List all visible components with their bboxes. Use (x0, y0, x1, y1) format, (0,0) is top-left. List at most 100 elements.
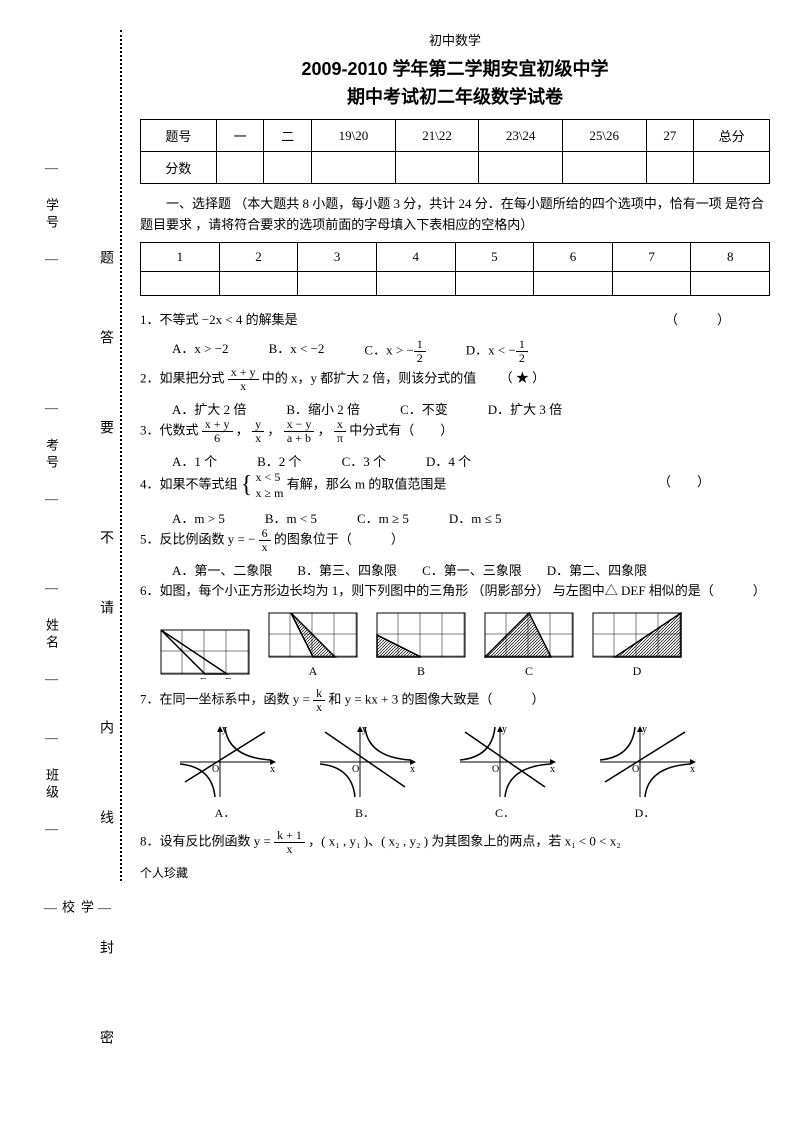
svg-text:y: y (222, 724, 227, 735)
q7-graph-d: y x O D． (590, 722, 700, 821)
score-cell (395, 152, 479, 184)
svg-text:x: x (410, 764, 415, 775)
svg-text:y: y (502, 724, 507, 735)
graph-d-svg: y x O (590, 722, 700, 802)
grid-reference-svg: D E F (160, 629, 250, 679)
answer-num: 6 (534, 242, 613, 271)
q6-grid-a: A (268, 612, 358, 679)
q3-opt-b: B．2 个 (257, 451, 301, 470)
q2-opt-b: B．缩小 2 倍 (286, 399, 360, 418)
question-5: 5．反比例函数 y = − 6x 的图象位于（ ） (140, 527, 770, 554)
answer-cell (455, 271, 534, 295)
seal-word-xian: 线 (95, 810, 115, 824)
seal-word-ti: 题 (95, 250, 115, 264)
score-col-label: 题号 (141, 120, 217, 152)
answer-table: 1 2 3 4 5 6 7 8 (140, 242, 770, 296)
svg-text:O: O (632, 764, 639, 775)
q3-options: A．1 个 B．2 个 C．3 个 D．4 个 (140, 451, 770, 470)
score-cell (646, 152, 694, 184)
q6-grids: D E F A B C (160, 612, 770, 679)
q4-opt-a: A．m > 5 (172, 508, 225, 527)
graph-b-svg: y x O (310, 722, 420, 802)
answer-num-row: 1 2 3 4 5 6 7 8 (141, 242, 770, 271)
q3-frac-2: yx (252, 418, 264, 445)
graph-c-svg: y x O (450, 722, 560, 802)
q1-opt-a: A．x > −2 (172, 338, 229, 365)
seal-word-feng: 封 (95, 940, 115, 954)
q5-fraction: 6x (259, 527, 271, 554)
score-col-total: 总分 (694, 120, 770, 152)
q3-frac-4: xπ (334, 418, 346, 445)
svg-text:O: O (212, 764, 219, 775)
score-col-7: 27 (646, 120, 694, 152)
question-7: 7．在同一坐标系中，函数 y = kx 和 y = kx + 3 的图像大致是（… (140, 687, 770, 714)
answer-cell (612, 271, 691, 295)
answer-cell (534, 271, 613, 295)
svg-text:y: y (642, 724, 647, 735)
score-header-row: 题号 一 二 19\20 21\22 23\24 25\26 27 总分 (141, 120, 770, 152)
q1-opt-c: C．x > −12 (364, 338, 425, 365)
score-value-row: 分数 (141, 152, 770, 184)
margin-form-labels: — 学号 — — 考号 — — 姓名 — — 班级 — — 学校 — (30, 30, 110, 881)
q4-opt-d: D．m ≤ 5 (449, 508, 502, 527)
margin-label-xuexiao: — 学校 — (42, 900, 112, 919)
q3-frac-1: x + y6 (202, 418, 233, 445)
q4-opt-c: C．m ≥ 5 (357, 508, 409, 527)
q1-paren: （ ） (665, 308, 730, 333)
svg-text:E: E (200, 676, 207, 679)
q6-grid-b: B (376, 612, 466, 679)
q2-opt-a: A．扩大 2 倍 (172, 399, 246, 418)
q7-graph-b: y x O B． (310, 722, 420, 821)
q3-opt-c: C．3 个 (342, 451, 386, 470)
q1-text: 1．不等式 −2x < 4 的解集是 (140, 312, 298, 327)
q2-opt-d: D．扩大 3 倍 (488, 399, 562, 418)
answer-num: 2 (219, 242, 298, 271)
score-col-4: 21\22 (395, 120, 479, 152)
margin-label-xuehao: — 学号 — (42, 160, 61, 270)
seal-word-yao: 要 (95, 420, 115, 434)
svg-text:x: x (550, 764, 555, 775)
score-col-3: 19\20 (312, 120, 396, 152)
score-col-6: 25\26 (562, 120, 646, 152)
seal-word-da: 答 (95, 330, 115, 344)
q1-opt-d: D．x < −12 (466, 338, 528, 365)
seal-word-nei: 内 (95, 720, 115, 734)
answer-blank-row (141, 271, 770, 295)
score-col-2: 二 (264, 120, 312, 152)
margin-label-xingming: — 姓名 — (42, 580, 61, 690)
score-row-label: 分数 (141, 152, 217, 184)
question-8: 8．设有反比例函数 y = k + 1x ，( x₁ , y₁ )、( x₂ ,… (140, 829, 770, 856)
q4-opt-b: B．m < 5 (265, 508, 317, 527)
grid-a-svg (268, 612, 358, 662)
answer-cell (298, 271, 377, 295)
score-table: 题号 一 二 19\20 21\22 23\24 25\26 27 总分 分数 (140, 119, 770, 184)
question-6: 6．如图，每个小正方形边长均为 1，则下列图中的三角形 （阴影部分） 与左图中△… (140, 579, 770, 604)
q5-options: A．第一、二象限 B．第三、四象限 C．第一、三象限 D．第二、四象限 (140, 560, 770, 579)
score-cell (479, 152, 563, 184)
seal-word-mi: 密 (95, 1030, 115, 1044)
svg-text:y: y (362, 724, 367, 735)
q7-graph-a: y x O A． (170, 722, 280, 821)
q4-system: x < 5x ≥ m (256, 470, 284, 501)
answer-num: 7 (612, 242, 691, 271)
header-subject: 初中数学 (140, 30, 770, 49)
score-cell (562, 152, 646, 184)
q1-opt-b: B．x < −2 (269, 338, 325, 365)
q5-opt-d: D．第二、四象限 (547, 560, 647, 579)
svg-text:O: O (492, 764, 499, 775)
question-1: 1．不等式 −2x < 4 的解集是 （ ） (140, 308, 770, 333)
q3-opt-a: A．1 个 (172, 451, 217, 470)
q2-paren: （ ★ ） (500, 370, 546, 385)
score-cell (264, 152, 312, 184)
grid-c-svg (484, 612, 574, 662)
q2-options: A．扩大 2 倍 B．缩小 2 倍 C．不变 D．扩大 3 倍 (140, 399, 770, 418)
answer-cell (141, 271, 220, 295)
q7-fraction: kx (313, 687, 325, 714)
q2-opt-c: C．不变 (400, 399, 448, 418)
score-col-5: 23\24 (479, 120, 563, 152)
answer-num: 3 (298, 242, 377, 271)
answer-num: 8 (691, 242, 770, 271)
answer-cell (691, 271, 770, 295)
exam-title-1: 2009-2010 学年第二学期安宜初级中学 (140, 55, 770, 81)
answer-cell (219, 271, 298, 295)
